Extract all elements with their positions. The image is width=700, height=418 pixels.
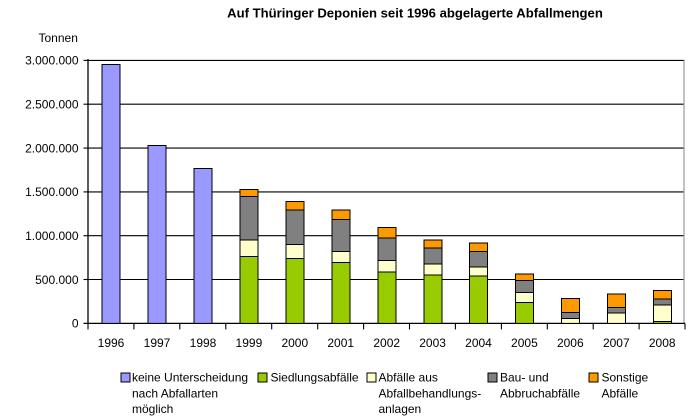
svg-text:anlagen: anlagen <box>379 402 422 416</box>
svg-text:möglich: möglich <box>132 402 173 416</box>
svg-text:Abfälle aus: Abfälle aus <box>379 371 438 385</box>
svg-text:Abbruchabfälle: Abbruchabfälle <box>500 387 580 401</box>
svg-text:500.000: 500.000 <box>35 273 79 287</box>
svg-text:2003: 2003 <box>419 336 446 350</box>
svg-text:2.000.000: 2.000.000 <box>25 141 79 155</box>
svg-text:1.500.000: 1.500.000 <box>25 185 79 199</box>
svg-text:0: 0 <box>72 317 79 331</box>
svg-text:1999: 1999 <box>236 336 263 350</box>
svg-text:3.000.000: 3.000.000 <box>25 54 79 68</box>
svg-text:nach Abfallarten: nach Abfallarten <box>132 387 218 401</box>
svg-text:Abfälle: Abfälle <box>602 387 639 401</box>
svg-text:1.000.000: 1.000.000 <box>25 229 79 243</box>
svg-text:2005: 2005 <box>511 336 538 350</box>
svg-text:2007: 2007 <box>603 336 630 350</box>
svg-text:2006: 2006 <box>557 336 584 350</box>
svg-text:keine Unterscheidung: keine Unterscheidung <box>132 371 248 385</box>
svg-text:Bau- und: Bau- und <box>500 371 549 385</box>
svg-text:2000: 2000 <box>281 336 308 350</box>
svg-text:Siedlungsabfälle: Siedlungsabfälle <box>271 371 359 385</box>
svg-text:1997: 1997 <box>144 336 171 350</box>
svg-text:1998: 1998 <box>190 336 217 350</box>
svg-text:2004: 2004 <box>465 336 492 350</box>
svg-text:2002: 2002 <box>373 336 400 350</box>
svg-text:2008: 2008 <box>649 336 676 350</box>
svg-text:1996: 1996 <box>98 336 125 350</box>
svg-text:Abfallbehandlungs-: Abfallbehandlungs- <box>379 387 482 401</box>
svg-text:2.500.000: 2.500.000 <box>25 98 79 112</box>
svg-text:Tonnen: Tonnen <box>39 31 78 45</box>
svg-text:Auf Thüringer Deponien seit 19: Auf Thüringer Deponien seit 1996 abgelag… <box>227 6 603 21</box>
svg-text:2001: 2001 <box>327 336 354 350</box>
svg-text:Sonstige: Sonstige <box>602 371 649 385</box>
